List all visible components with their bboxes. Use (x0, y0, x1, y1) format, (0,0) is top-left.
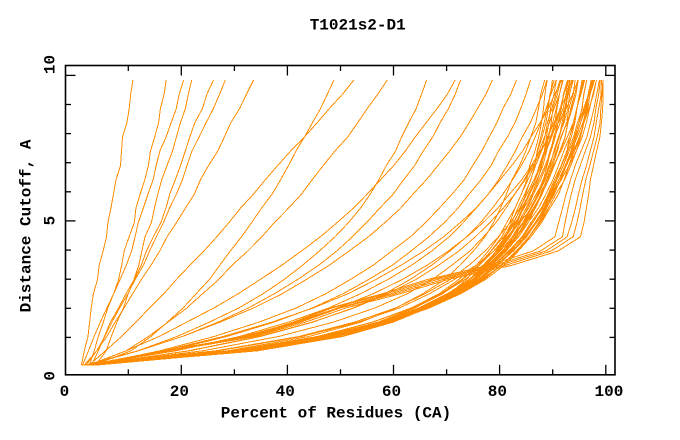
svg-text:40: 40 (276, 383, 295, 401)
svg-text:5: 5 (42, 216, 60, 226)
svg-text:100: 100 (594, 383, 623, 401)
svg-text:Distance Cutoff, A: Distance Cutoff, A (18, 139, 36, 312)
svg-text:80: 80 (488, 383, 507, 401)
svg-text:20: 20 (170, 383, 189, 401)
svg-text:0: 0 (42, 371, 60, 381)
svg-text:Percent of Residues (CA): Percent of Residues (CA) (221, 405, 451, 423)
svg-text:0: 0 (60, 383, 70, 401)
svg-text:60: 60 (382, 383, 401, 401)
svg-text:10: 10 (42, 55, 60, 74)
svg-text:T1021s2-D1: T1021s2-D1 (310, 17, 406, 35)
